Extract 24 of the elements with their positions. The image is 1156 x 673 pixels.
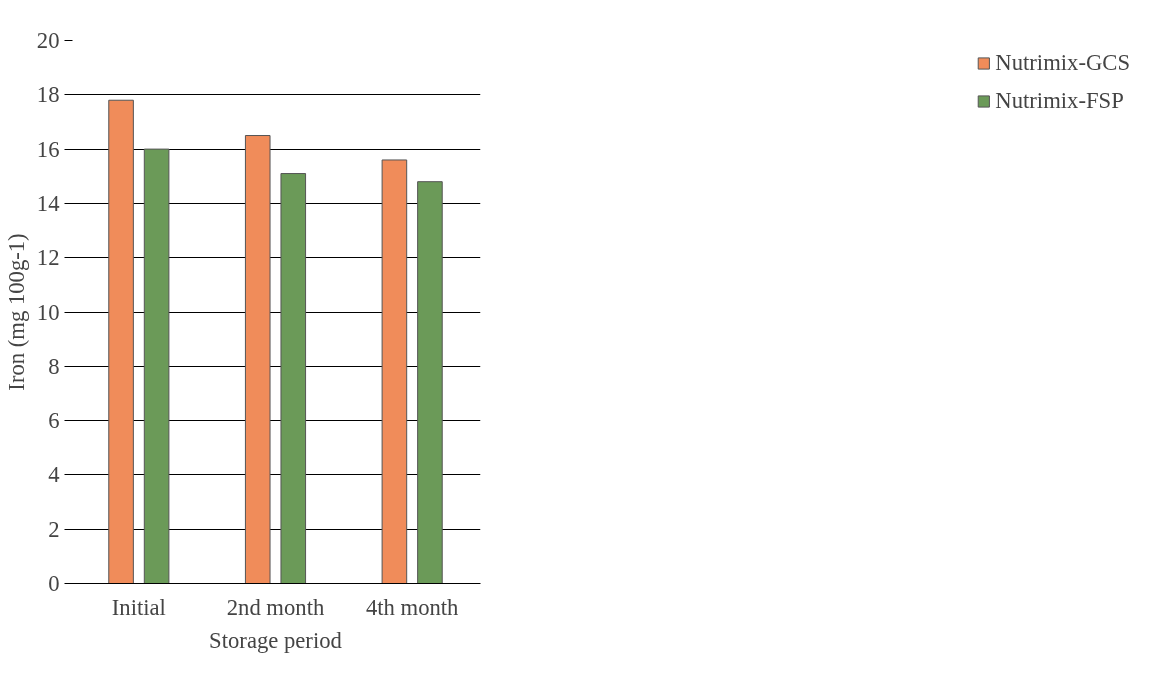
y-axis-title: Iron (mg 100g-1) xyxy=(3,233,29,391)
bar xyxy=(244,135,271,584)
y-tick-label: 0 xyxy=(48,571,60,596)
bar xyxy=(108,99,134,584)
bar xyxy=(381,159,408,584)
y-tick-label: 16 xyxy=(36,136,60,162)
y-tick-label: 8 xyxy=(48,353,60,379)
y-tick-label: 6 xyxy=(48,408,60,434)
y-tick-label: 12 xyxy=(36,245,60,271)
bar xyxy=(280,173,307,584)
x-tick-label: 2nd month xyxy=(226,594,325,620)
y-tick-label: 14 xyxy=(36,190,60,216)
legend-label: Nutrimix-FSP xyxy=(995,88,1124,114)
y-tick-label: 4 xyxy=(48,462,60,488)
bar xyxy=(143,148,170,584)
y-tick-label: 2 xyxy=(48,516,60,542)
y-tick-label: 10 xyxy=(36,299,60,325)
x-tick-label: 4th month xyxy=(365,594,460,620)
y-tick-label: 20 xyxy=(36,28,60,53)
bar xyxy=(417,181,443,584)
x-tick-label: Initial xyxy=(111,594,166,620)
y-tick-label: 18 xyxy=(36,82,60,108)
legend-label: Nutrimix-GCS xyxy=(995,50,1130,76)
x-axis-title: Storage period xyxy=(209,627,343,653)
